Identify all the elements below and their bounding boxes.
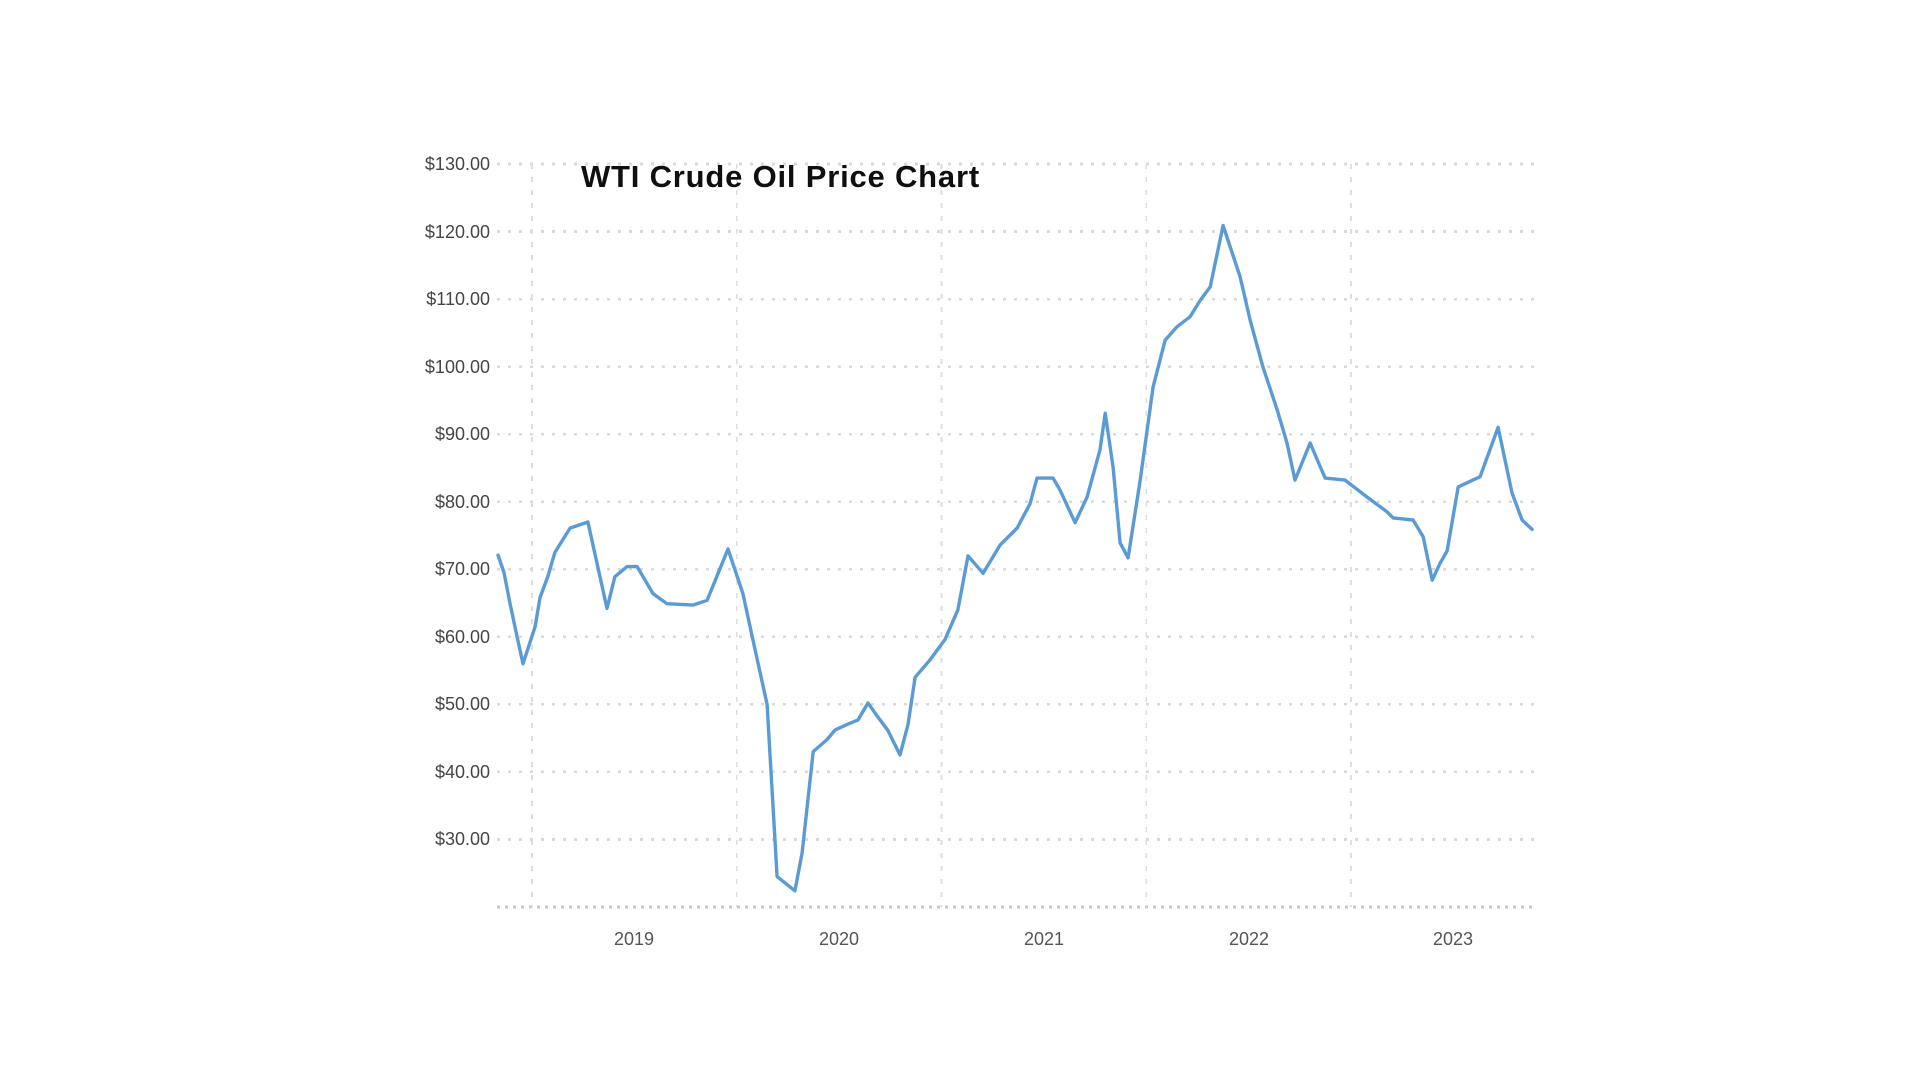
x-axis-tick-label: 2021 [1023, 929, 1065, 949]
x-axis-tick-label: 2020 [818, 929, 860, 949]
y-axis-tick-label: $120.00 [424, 222, 490, 242]
y-axis-tick-label: $110.00 [426, 289, 490, 309]
x-axis-tick-label: 2019 [613, 929, 655, 949]
y-axis-tick-label: $100.00 [424, 357, 490, 377]
chart-title: WTI Crude Oil Price Chart [581, 159, 980, 194]
x-axis-tick-label: 2022 [1228, 929, 1270, 949]
y-axis-tick-label: $70.00 [434, 559, 490, 579]
y-axis-tick-label: $60.00 [434, 627, 490, 647]
y-axis-tick-label: $80.00 [434, 492, 490, 512]
price-line [496, 223, 1534, 893]
x-axis-tick-label: 2023 [1432, 929, 1474, 949]
y-axis-tick-label: $90.00 [434, 424, 490, 444]
y-axis-tick-label: $30.00 [434, 829, 490, 849]
y-axis-tick-label: $130.00 [424, 154, 490, 174]
y-axis-tick-label: $50.00 [434, 694, 490, 714]
y-axis-tick-label: $40.00 [434, 762, 490, 782]
